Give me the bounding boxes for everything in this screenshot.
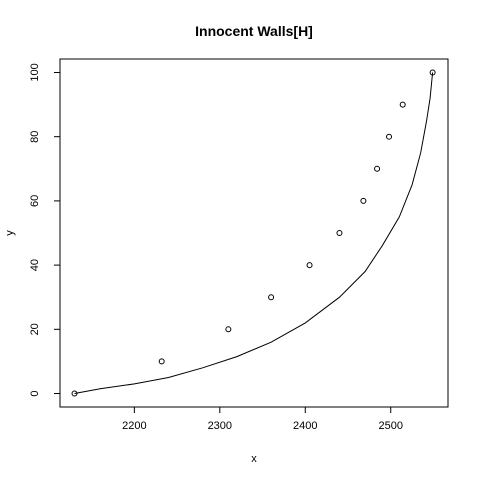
data-point — [158, 358, 165, 365]
chart-title: Innocent Walls[H] — [195, 23, 313, 39]
data-point — [360, 197, 367, 204]
x-tick-label: 2400 — [293, 420, 317, 432]
y-tick-label: 20 — [29, 323, 41, 335]
x-tick-label: 2300 — [208, 420, 232, 432]
data-point — [268, 294, 275, 301]
fit-curve — [74, 72, 434, 394]
x-axis-label: x — [251, 453, 257, 465]
x-tick-label: 2500 — [378, 420, 402, 432]
data-point — [399, 101, 406, 108]
y-tick-label: 80 — [29, 131, 41, 143]
data-point — [71, 390, 78, 397]
y-axis-label: y — [4, 230, 16, 236]
y-tick-label: 40 — [29, 259, 41, 271]
data-point — [336, 230, 343, 236]
data-point — [225, 326, 232, 333]
y-tick-label: 100 — [29, 63, 41, 81]
y-axis: 0 20 40 60 80 100 — [29, 63, 60, 397]
data-point — [306, 262, 313, 269]
y-tick-label: 0 — [29, 390, 41, 396]
y-tick-label: 60 — [29, 195, 41, 207]
data-points — [71, 69, 436, 397]
plot-frame — [59, 58, 449, 408]
data-point — [374, 165, 381, 172]
x-axis: 2200 2300 2400 2500 — [122, 407, 403, 432]
data-point — [429, 69, 436, 76]
x-tick-label: 2200 — [122, 420, 146, 432]
data-point — [386, 133, 393, 140]
